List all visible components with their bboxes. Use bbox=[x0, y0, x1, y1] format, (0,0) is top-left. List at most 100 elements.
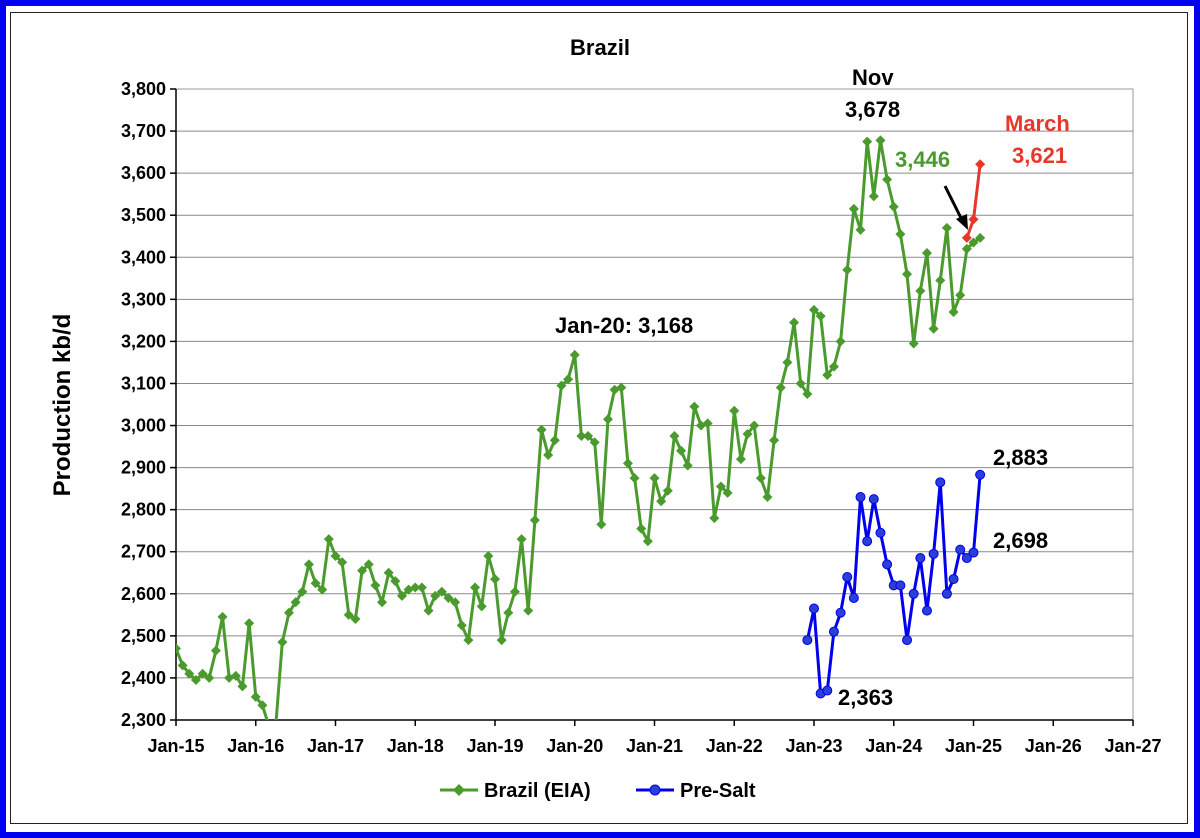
data-point bbox=[875, 135, 886, 146]
data-point bbox=[941, 588, 952, 599]
data-point bbox=[569, 349, 580, 360]
data-point bbox=[835, 607, 846, 618]
data-point bbox=[915, 285, 926, 296]
data-point bbox=[769, 435, 780, 446]
data-point bbox=[303, 559, 314, 570]
data-point bbox=[410, 582, 421, 593]
data-point bbox=[656, 496, 667, 507]
data-point bbox=[941, 222, 952, 233]
annotation-arrowhead bbox=[956, 214, 968, 230]
y-tick-label: 3,300 bbox=[121, 289, 166, 309]
data-point bbox=[868, 191, 879, 202]
data-point bbox=[782, 357, 793, 368]
data-point bbox=[862, 136, 873, 147]
annotation-march: March bbox=[1005, 111, 1070, 136]
data-point bbox=[509, 586, 520, 597]
data-point bbox=[317, 584, 328, 595]
y-tick-label: 3,500 bbox=[121, 205, 166, 225]
data-point bbox=[323, 534, 334, 545]
series-0 bbox=[176, 135, 986, 731]
data-point bbox=[503, 607, 514, 618]
data-point bbox=[762, 492, 773, 503]
data-point bbox=[888, 201, 899, 212]
x-tick-label: Jan-23 bbox=[785, 736, 842, 756]
data-point bbox=[935, 477, 946, 488]
data-point bbox=[669, 431, 680, 442]
data-point bbox=[895, 229, 906, 240]
data-point bbox=[702, 418, 713, 429]
data-point bbox=[176, 643, 181, 654]
data-point bbox=[908, 588, 919, 599]
data-point bbox=[642, 536, 653, 547]
x-tick-label: Jan-17 bbox=[307, 736, 364, 756]
data-point bbox=[948, 574, 959, 585]
x-tick-label: Jan-22 bbox=[706, 736, 763, 756]
x-tick-label: Jan-24 bbox=[865, 736, 922, 756]
data-point bbox=[337, 557, 348, 568]
data-point bbox=[935, 275, 946, 286]
data-point bbox=[257, 700, 268, 711]
annotation-presalt-prev: 2,698 bbox=[993, 528, 1048, 553]
x-tick-label: Jan-27 bbox=[1104, 736, 1161, 756]
data-point bbox=[576, 431, 587, 442]
data-point bbox=[795, 378, 806, 389]
data-point bbox=[396, 590, 407, 601]
data-point bbox=[271, 721, 281, 731]
data-point bbox=[682, 460, 693, 471]
data-point bbox=[563, 374, 574, 385]
data-point bbox=[543, 449, 554, 460]
data-point bbox=[649, 473, 660, 484]
data-point bbox=[882, 559, 893, 570]
axes bbox=[170, 88, 1134, 726]
annotation-jan20: Jan-20: 3,168 bbox=[555, 313, 693, 338]
data-point bbox=[676, 445, 687, 456]
data-point bbox=[662, 485, 673, 496]
data-point bbox=[602, 414, 613, 425]
legend: Brazil (EIA) Pre-Salt bbox=[440, 780, 756, 802]
data-point bbox=[809, 603, 819, 614]
data-point bbox=[895, 580, 906, 591]
data-point bbox=[789, 317, 800, 328]
x-tick-label: Jan-16 bbox=[227, 736, 284, 756]
data-point bbox=[955, 544, 966, 555]
data-point bbox=[390, 576, 401, 587]
y-tick-labels: 2,300 2,400 2,500 2,600 2,700 2,800 2,900 3,000… bbox=[121, 79, 166, 730]
data-point bbox=[470, 582, 481, 593]
y-tick-label: 3,700 bbox=[121, 121, 166, 141]
y-tick-label: 2,700 bbox=[121, 542, 166, 562]
data-point bbox=[709, 513, 720, 524]
data-point bbox=[363, 559, 374, 570]
data-point bbox=[197, 668, 208, 679]
data-point bbox=[277, 637, 288, 648]
data-point bbox=[828, 361, 839, 372]
data-point bbox=[244, 618, 255, 629]
data-point bbox=[310, 578, 321, 589]
data-point bbox=[908, 338, 919, 349]
data-point bbox=[523, 605, 534, 616]
data-point bbox=[961, 553, 972, 564]
legend-presalt-label: Pre-Salt bbox=[680, 780, 756, 802]
data-point bbox=[961, 232, 972, 243]
data-point bbox=[430, 590, 441, 601]
data-point bbox=[928, 548, 939, 559]
x-tick-label: Jan-20 bbox=[546, 736, 603, 756]
x-tick-labels: Jan-15 Jan-16 Jan-17 Jan-18 Jan-19 Jan-20 Jan-… bbox=[147, 736, 1161, 756]
data-point bbox=[463, 635, 474, 646]
data-point bbox=[882, 174, 893, 185]
data-point bbox=[237, 681, 248, 692]
y-tick-label: 2,300 bbox=[121, 710, 166, 730]
data-point bbox=[775, 382, 786, 393]
y-tick-label: 3,800 bbox=[121, 79, 166, 99]
data-point bbox=[742, 428, 753, 439]
data-point bbox=[450, 597, 461, 608]
data-point bbox=[496, 635, 507, 646]
data-point bbox=[975, 159, 986, 170]
x-tick-label: Jan-26 bbox=[1025, 736, 1082, 756]
x-tick-label: Jan-19 bbox=[466, 736, 523, 756]
data-point bbox=[476, 601, 487, 612]
data-point bbox=[689, 401, 700, 412]
data-point bbox=[809, 304, 819, 315]
series-group bbox=[176, 135, 986, 731]
data-point bbox=[948, 306, 959, 317]
x-tick-label: Jan-18 bbox=[387, 736, 444, 756]
